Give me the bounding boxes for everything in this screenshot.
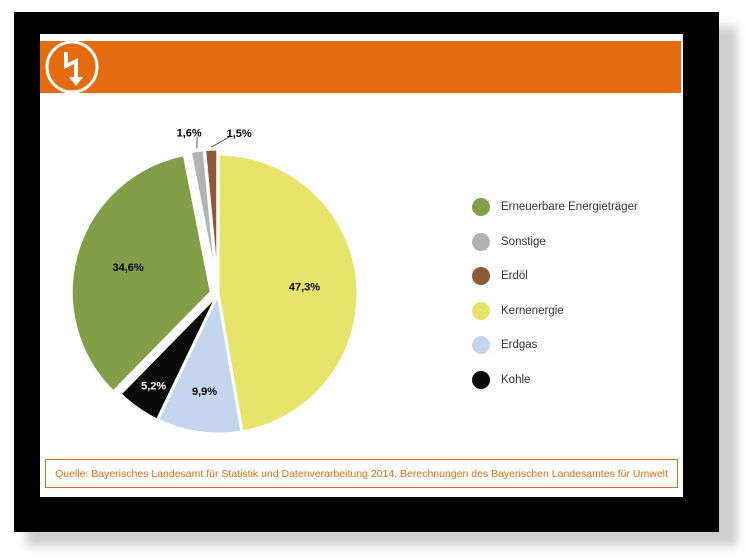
legend-label: Erdöl bbox=[501, 270, 528, 282]
pie-slice-erdgas bbox=[155, 289, 244, 436]
slice-label: 47,3% bbox=[289, 282, 320, 294]
pie-chart: 47,3% 9,9% 5,2% 34,6% 1,6% 1,5% bbox=[69, 128, 360, 436]
legend-label: Sonstige bbox=[501, 235, 546, 248]
header-banner bbox=[40, 41, 681, 93]
legend-swatch bbox=[472, 267, 490, 285]
legend-label: Erdgas bbox=[501, 339, 538, 351]
legend-swatch bbox=[472, 336, 490, 354]
slice-label: 1,5% bbox=[227, 128, 252, 140]
source-note: Quelle: Bayerisches Landesamt für Statis… bbox=[45, 459, 678, 488]
legend-label: Kernenergie bbox=[501, 304, 564, 317]
legend-item: Sonstige bbox=[472, 232, 546, 252]
legend-item: Kohle bbox=[472, 370, 530, 390]
slice-label: 34,6% bbox=[113, 262, 144, 274]
legend-label: Erneuerbare Energieträger bbox=[501, 201, 638, 213]
lightning-icon bbox=[45, 40, 99, 94]
legend-item: Erneuerbare Energieträger bbox=[472, 197, 638, 217]
legend-swatch bbox=[472, 198, 490, 216]
legend-swatch bbox=[472, 232, 490, 251]
legend-item: Kernenergie bbox=[472, 301, 564, 321]
slice-label: 9,9% bbox=[192, 386, 217, 398]
legend-item: Erdgas bbox=[472, 335, 537, 355]
slice-label: 1,6% bbox=[177, 128, 202, 140]
legend-swatch bbox=[472, 301, 490, 320]
legend-item: Erdöl bbox=[472, 266, 528, 286]
slice-label: 5,2% bbox=[141, 381, 166, 393]
legend-label: Kohle bbox=[501, 373, 531, 386]
pie-slice-erneuerbare-energietr-ger bbox=[69, 152, 213, 395]
leader-line bbox=[210, 136, 230, 148]
pie-slice-kernenergie bbox=[216, 152, 360, 434]
pie-slice-erd-l bbox=[202, 147, 220, 290]
slide: 47,3% 9,9% 5,2% 34,6% 1,6% 1,5% Erneuerbare E… bbox=[40, 34, 683, 497]
legend-swatch bbox=[472, 370, 490, 389]
pie-slice-kohle bbox=[117, 292, 220, 423]
